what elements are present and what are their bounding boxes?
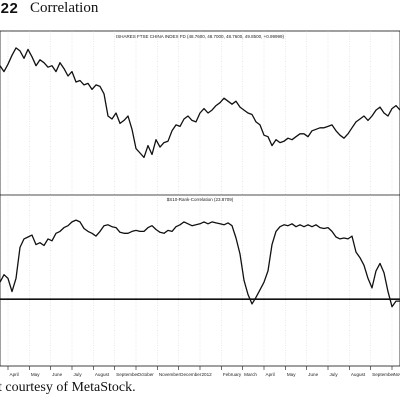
x-tick-label: May: [31, 372, 40, 377]
x-tick-label: December: [180, 372, 202, 377]
figure-caption: t courtesy of MetaStock.: [0, 380, 136, 395]
correlation-panel-grid: [7, 195, 393, 366]
x-tick-label: April: [10, 372, 19, 377]
price-panel-title: ISHARES FTSE CHINA INDEX FD (48.7600, 48…: [116, 34, 284, 39]
x-tick-label: July: [74, 372, 83, 377]
x-tick-label: July: [330, 372, 339, 377]
x-tick-label: June: [308, 372, 318, 377]
correlation-panel-title: $S10-Rank-Correlation (23.8709): [167, 197, 234, 202]
x-tick-label: May: [287, 372, 296, 377]
x-tick-label: August: [351, 372, 366, 377]
x-tick-label: 2012: [202, 372, 213, 377]
x-tick-label: November: [159, 372, 181, 377]
figure-title: Correlation: [30, 0, 99, 16]
x-tick-label: August: [95, 372, 110, 377]
x-tick-label: September: [116, 372, 139, 377]
x-tick-label: September: [372, 372, 395, 377]
x-tick-label: April: [266, 372, 275, 377]
x-tick-label: November: [394, 372, 400, 377]
chart-figure: ISHARES FTSE CHINA INDEX FD (48.7600, 48…: [0, 30, 400, 377]
figure-header: .22 Correlation: [0, 0, 400, 20]
x-tick-label: June: [52, 372, 62, 377]
correlation-panel-series: [0, 219, 400, 308]
figure-number: .22: [0, 0, 19, 17]
x-tick-label: March: [244, 372, 257, 377]
price-panel-series: [0, 47, 400, 159]
x-tick-label: October: [138, 372, 155, 377]
series-line-2-1: [0, 219, 400, 308]
series-line-1-1: [0, 47, 400, 159]
x-tick-label: February: [223, 372, 242, 377]
